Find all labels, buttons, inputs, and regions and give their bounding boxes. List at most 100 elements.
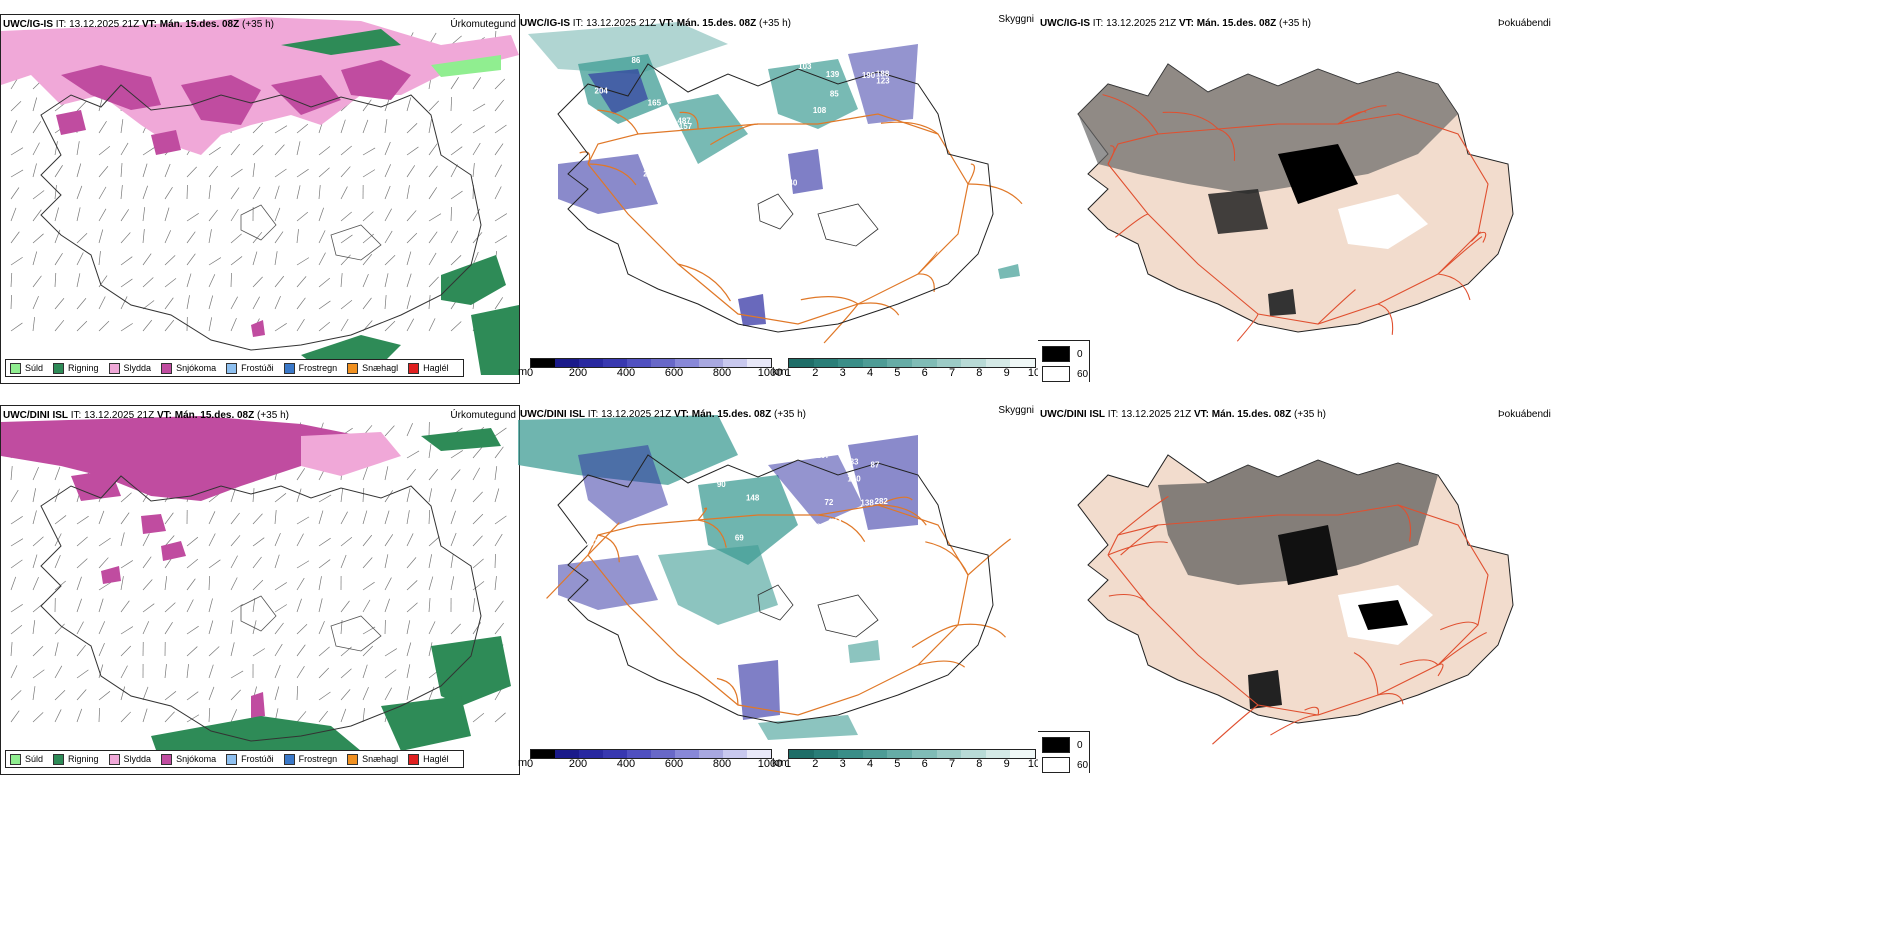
legend-item: Snæhagl bbox=[347, 753, 398, 765]
wind-barb bbox=[384, 534, 394, 547]
visibility-value-label: 144 bbox=[828, 517, 842, 526]
wind-barb bbox=[76, 576, 82, 591]
wind-barb bbox=[142, 686, 149, 701]
legend-label: Haglél bbox=[423, 754, 449, 764]
wind-barb bbox=[142, 207, 146, 222]
wind-barb bbox=[428, 252, 437, 266]
vt-label: VT: bbox=[1178, 18, 1194, 29]
visibility-value-label: 190 bbox=[862, 71, 876, 80]
wind-barb bbox=[274, 168, 287, 178]
wind-barb bbox=[340, 511, 348, 525]
wind-barb bbox=[54, 554, 61, 569]
wind-barb bbox=[32, 275, 42, 288]
colorbar-tick: 800 bbox=[712, 758, 732, 770]
wind-barb bbox=[10, 576, 17, 591]
visibility-value-label: 157 bbox=[585, 538, 599, 547]
wind-barb bbox=[428, 231, 438, 244]
road bbox=[1377, 693, 1404, 705]
road bbox=[1437, 663, 1444, 677]
panel-header: UWC/IG-IS IT: 13.12.2025 21Z VT: Mán. 15… bbox=[3, 19, 274, 31]
wind-barb bbox=[142, 319, 153, 332]
wind-barb bbox=[120, 323, 133, 332]
wind-barb bbox=[208, 185, 212, 200]
road bbox=[1236, 313, 1259, 342]
fog-legend-low: 0 bbox=[1077, 348, 1083, 360]
wind-barb bbox=[208, 492, 221, 503]
visibility-value-label: 378 bbox=[901, 549, 915, 558]
wind-barb bbox=[340, 708, 347, 723]
precip-map-1 bbox=[1, 17, 519, 375]
visibility-value-label: 86 bbox=[631, 56, 640, 65]
wind-barb bbox=[32, 121, 42, 134]
visibility-value-label: 138 bbox=[812, 569, 826, 578]
wind-barb bbox=[186, 213, 199, 222]
wind-barb bbox=[230, 143, 241, 156]
legend-swatch bbox=[408, 362, 420, 374]
wind-barb bbox=[252, 145, 264, 156]
wind-barb bbox=[472, 558, 484, 569]
legend-swatch bbox=[108, 753, 120, 765]
visibility-value-label: 157 bbox=[679, 122, 693, 131]
wind-barb bbox=[472, 447, 483, 459]
wind-barb bbox=[164, 207, 170, 222]
road bbox=[1270, 714, 1319, 736]
legend-swatch bbox=[347, 753, 359, 765]
visibility-value-label: 103 bbox=[917, 141, 931, 150]
wind-barb bbox=[10, 120, 18, 134]
wind-barb bbox=[76, 708, 83, 723]
wind-barb bbox=[428, 598, 431, 613]
wind-barb bbox=[208, 146, 221, 156]
wind-barb bbox=[472, 251, 479, 266]
wind-barb bbox=[318, 620, 325, 635]
wind-barb bbox=[32, 536, 44, 547]
road bbox=[823, 303, 859, 344]
wind-barb bbox=[428, 621, 436, 635]
wind-barb bbox=[120, 560, 133, 569]
it-label: IT: bbox=[572, 18, 584, 29]
wind-barb bbox=[428, 488, 433, 503]
wind-barb bbox=[406, 273, 412, 288]
wind-barb bbox=[142, 708, 148, 723]
road bbox=[1117, 495, 1169, 536]
wind-barb bbox=[98, 121, 107, 134]
road bbox=[1162, 111, 1219, 130]
wind-barb bbox=[340, 254, 351, 266]
it-value: 13.12.2025 21Z bbox=[586, 18, 657, 29]
wind-barb bbox=[208, 620, 214, 635]
wind-barb bbox=[340, 554, 347, 569]
wind-barb bbox=[318, 146, 331, 156]
wind-barb bbox=[98, 166, 109, 178]
legend-label: Haglél bbox=[423, 363, 449, 373]
elevation-colorbar: 0 200 400 600 800 1000 bbox=[527, 749, 782, 771]
wind-barb bbox=[296, 168, 309, 178]
wind-barb bbox=[186, 273, 192, 288]
visibility-value-label: 124 bbox=[743, 189, 757, 198]
wind-barb bbox=[10, 642, 13, 657]
wind-barb bbox=[32, 233, 44, 244]
visibility-value-label: 322 bbox=[811, 534, 825, 543]
wind-barb bbox=[362, 273, 369, 288]
visibility-value-label: 124 bbox=[733, 197, 747, 206]
wind-barb bbox=[472, 208, 481, 222]
colorbar-tick: 2 bbox=[812, 367, 819, 379]
road bbox=[1377, 303, 1394, 335]
road bbox=[1437, 273, 1471, 301]
visibility-title: Skyggni bbox=[998, 405, 1034, 416]
vt-label: VT: bbox=[156, 410, 172, 421]
wind-barb bbox=[10, 466, 13, 481]
wind-barb bbox=[472, 103, 486, 112]
legend-item: Frostúði bbox=[226, 362, 274, 374]
wind-barb bbox=[274, 510, 277, 525]
wind-barb bbox=[32, 97, 38, 112]
wind-barb bbox=[384, 577, 392, 591]
wind-barb bbox=[32, 163, 37, 178]
wind-barb bbox=[10, 559, 23, 569]
wind-barb bbox=[472, 535, 483, 547]
wind-barb bbox=[274, 604, 288, 613]
colorbar-tick: 8 bbox=[976, 367, 983, 379]
legend-swatch bbox=[53, 362, 65, 374]
road bbox=[877, 504, 927, 526]
legend-item: Súld bbox=[10, 362, 43, 374]
wind-barb bbox=[76, 298, 87, 310]
